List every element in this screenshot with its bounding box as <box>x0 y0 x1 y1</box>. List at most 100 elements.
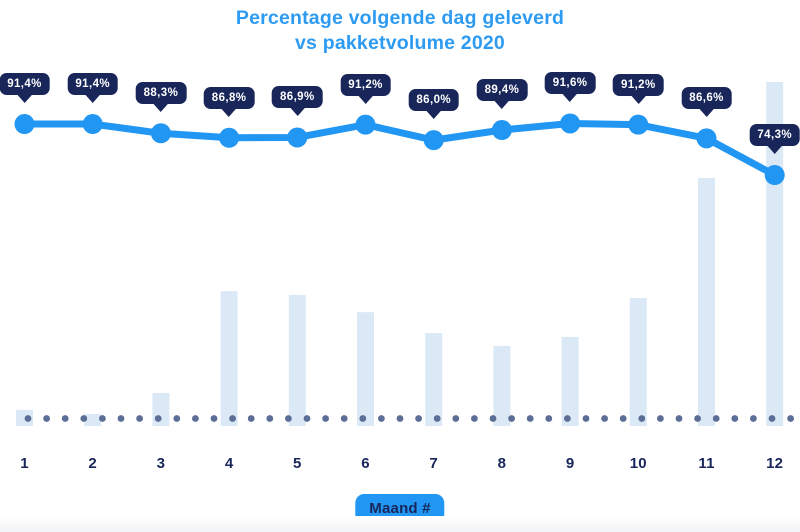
value-badge: 91,4% <box>67 73 118 104</box>
x-axis-tick-label: 8 <box>497 455 507 472</box>
chart-title: Percentage volgende dag geleverd vs pakk… <box>0 6 800 56</box>
data-point-marker <box>696 128 717 149</box>
volume-bar <box>357 312 374 426</box>
x-axis-tick-label: 3 <box>156 455 166 472</box>
baseline-dot <box>24 415 32 422</box>
baseline-dot <box>601 415 608 422</box>
data-point-marker <box>355 114 376 135</box>
value-badge: 74,3% <box>749 124 800 155</box>
badge-tail <box>562 93 579 103</box>
value-badge: 91,6% <box>544 72 596 103</box>
badge-tail <box>493 100 510 109</box>
baseline-dot <box>173 415 181 422</box>
baseline-dot <box>61 415 69 422</box>
baseline-dot <box>508 415 515 422</box>
x-axis-tick-label: 6 <box>361 455 370 472</box>
badge-tail <box>630 94 647 104</box>
baseline-dot <box>117 415 125 422</box>
baseline-dot <box>638 415 646 422</box>
baseline-dot <box>322 415 329 422</box>
baseline-dot <box>303 415 311 422</box>
baseline-dot <box>192 415 199 422</box>
volume-bar <box>152 392 170 426</box>
x-axis-tick-label: 12 <box>766 455 784 472</box>
baseline-dot <box>99 415 106 422</box>
x-axis-tick-label: 11 <box>698 455 715 472</box>
baseline-dot <box>154 415 162 422</box>
volume-bar <box>425 333 443 426</box>
value-badge: 86,8% <box>203 86 255 117</box>
x-axis-tick-label: 2 <box>88 455 97 472</box>
baseline-dot <box>564 415 571 422</box>
volume-bar <box>561 336 579 426</box>
volume-bar <box>288 294 306 426</box>
baseline-dot <box>750 415 757 422</box>
bottom-fade-decoration <box>0 516 800 532</box>
x-axis-tick-label: 5 <box>293 455 302 472</box>
volume-bar <box>493 345 511 426</box>
baseline-dot <box>545 415 553 422</box>
x-axis-tick-label: 7 <box>429 455 438 472</box>
baseline-dot <box>229 415 237 422</box>
badge-tail <box>221 107 238 117</box>
baseline-dot <box>768 415 776 422</box>
data-point-marker <box>219 127 240 148</box>
badge-tail <box>84 94 101 104</box>
baseline-dot <box>43 415 50 422</box>
volume-bar <box>84 413 102 426</box>
data-point-marker <box>14 114 35 135</box>
baseline-dot <box>526 415 534 422</box>
baseline-dot <box>452 415 460 422</box>
data-point-marker <box>628 114 649 135</box>
chart-title-line1: Percentage volgende dag geleverd <box>235 7 565 29</box>
x-axis-tick-label: 1 <box>20 455 29 472</box>
volume-bar <box>220 291 238 426</box>
percentage-line <box>21 119 779 179</box>
baseline-dot <box>471 415 478 422</box>
value-badge: 88,3% <box>135 82 187 113</box>
baseline-dot <box>136 415 144 422</box>
badge-tail <box>152 103 169 113</box>
value-badge: 91,4% <box>0 73 50 104</box>
baseline-dot <box>657 415 664 422</box>
baseline-dot <box>266 415 274 422</box>
baseline-dot <box>415 415 422 422</box>
data-point-marker <box>491 120 512 141</box>
value-badge: 91,2% <box>340 73 391 104</box>
value-badge: 86,0% <box>408 89 459 120</box>
badge-tail <box>357 94 374 104</box>
baseline-dot <box>433 415 441 422</box>
value-badge: 91,2% <box>612 73 664 104</box>
baseline-dot <box>210 415 218 422</box>
badge-tail <box>766 145 783 155</box>
baseline-dot <box>489 415 497 422</box>
value-badge: 86,9% <box>271 86 323 117</box>
baseline-dot <box>787 415 794 422</box>
badge-tail <box>16 94 33 104</box>
baseline-dot <box>694 415 701 422</box>
baseline-dot <box>378 415 385 422</box>
data-point-marker <box>82 114 103 135</box>
data-point-marker <box>764 165 785 186</box>
volume-bar <box>16 409 33 426</box>
baseline-dot <box>731 415 739 422</box>
badge-tail <box>425 110 442 120</box>
chart-title-line2: vs pakketvolume 2020 <box>295 32 505 54</box>
data-point-marker <box>423 130 444 151</box>
badge-tail <box>289 107 306 117</box>
baseline-dot <box>285 415 292 422</box>
baseline-dot <box>247 415 255 422</box>
baseline-dot <box>396 415 404 422</box>
badge-tail <box>698 108 715 118</box>
x-axis-tick-label: 10 <box>629 455 647 472</box>
baseline-dot <box>359 415 367 422</box>
baseline-dot <box>712 415 720 422</box>
volume-bar <box>629 298 647 426</box>
volume-bar <box>698 177 715 426</box>
baseline-dot <box>582 415 590 422</box>
x-axis-tick-label: 4 <box>224 455 234 472</box>
value-badge: 86,6% <box>681 87 732 118</box>
baseline-dot <box>80 415 88 422</box>
baseline-dot <box>675 415 683 422</box>
